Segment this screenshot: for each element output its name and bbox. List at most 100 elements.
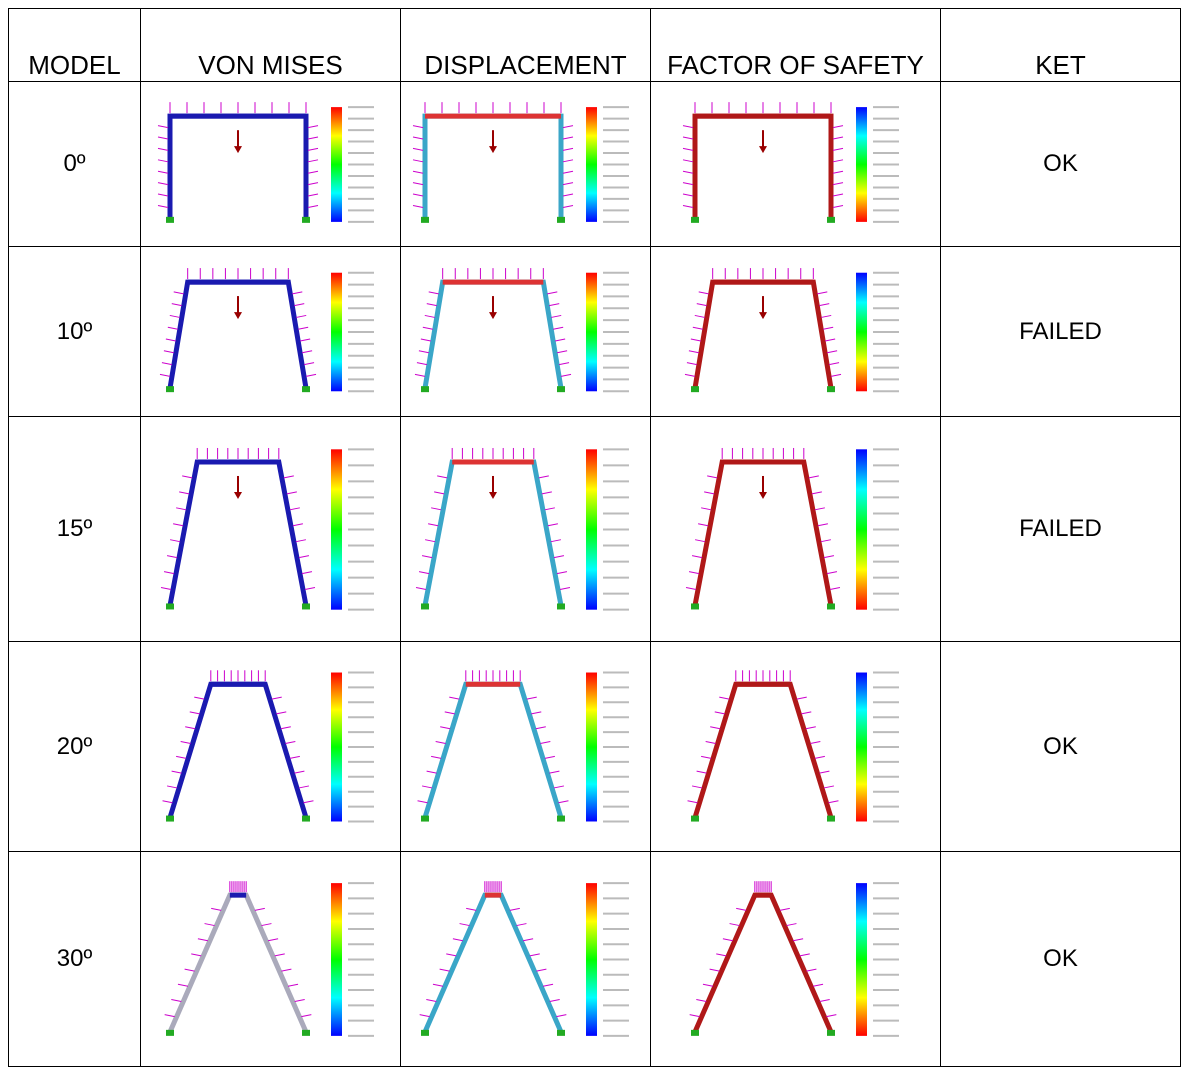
side-arrow [556,571,566,573]
side-arrow [553,555,563,557]
side-arrow [304,362,314,364]
result-image [156,424,386,635]
legend-bar [331,272,342,391]
side-arrow [306,374,316,376]
legend-bar [586,449,597,609]
side-arrow [162,800,172,802]
side-arrow [819,999,829,1001]
side-arrow [308,171,318,173]
side-arrow [819,771,829,773]
side-arrow [547,523,557,525]
side-arrow [432,984,442,986]
gravity-head [489,146,497,153]
side-arrow [431,756,441,758]
support [557,603,565,609]
side-arrow [829,362,839,364]
ket-cell: OK [941,642,1181,852]
side-arrow [171,303,181,305]
side-arrow [833,205,843,207]
side-arrow [698,523,708,525]
side-arrow [296,315,306,317]
side-arrow [452,938,462,940]
side-arrow [158,171,168,173]
side-arrow [281,969,291,971]
side-arrow [820,539,830,541]
support [166,815,174,821]
side-arrow [544,756,554,758]
side-arrow [422,555,432,557]
side-arrow [211,908,221,910]
image-cell [401,642,651,852]
side-arrow [689,571,699,573]
side-arrow [161,587,171,589]
side-arrow [173,291,183,293]
side-arrow [308,159,318,161]
side-arrow [268,938,278,940]
support [827,386,835,392]
gravity-head [489,312,497,319]
side-arrow [428,523,438,525]
side-arrow [801,711,811,713]
side-arrow [535,726,545,728]
side-arrow [551,315,561,317]
side-arrow [683,194,693,196]
side-arrow [169,315,179,317]
column-header: VON MISES [141,9,401,82]
side-arrow [683,148,693,150]
frame [425,895,561,1032]
legend-bar [856,449,867,609]
side-arrow [779,908,789,910]
side-arrow [185,726,195,728]
image-cell [651,852,941,1067]
support [691,815,699,821]
frame [695,895,831,1032]
side-arrow [419,1014,429,1016]
side-arrow [563,148,573,150]
legend-bar [856,272,867,391]
ket-cell: OK [941,82,1181,247]
image-cell [141,852,401,1067]
support [827,815,835,821]
side-arrow [167,327,177,329]
side-arrow [684,374,694,376]
support [557,216,565,222]
side-arrow [707,475,717,477]
image-cell [651,642,941,852]
side-arrow [177,984,187,986]
result-image [681,859,911,1060]
side-arrow [413,171,423,173]
support [302,1029,310,1035]
gravity-head [759,312,767,319]
image-cell [401,247,651,417]
side-arrow [563,136,573,138]
frame [170,895,306,1032]
side-arrow [180,741,190,743]
ket-cell: FAILED [941,417,1181,642]
image-cell [651,247,941,417]
side-arrow [833,125,843,127]
legend-bar [586,883,597,1036]
side-arrow [440,726,450,728]
side-arrow [559,362,569,364]
result-image [411,424,641,635]
side-arrow [431,507,441,509]
support [421,603,429,609]
side-arrow [547,291,557,293]
side-arrow [825,339,835,341]
side-arrow [696,999,706,1001]
side-arrow [819,303,829,305]
side-arrow [418,350,428,352]
side-arrow [158,125,168,127]
side-arrow [557,350,567,352]
side-arrow [526,697,536,699]
side-arrow [541,491,551,493]
side-arrow [833,136,843,138]
side-arrow [695,539,705,541]
side-arrow [719,697,729,699]
legend-bar [856,107,867,222]
side-arrow [158,182,168,184]
